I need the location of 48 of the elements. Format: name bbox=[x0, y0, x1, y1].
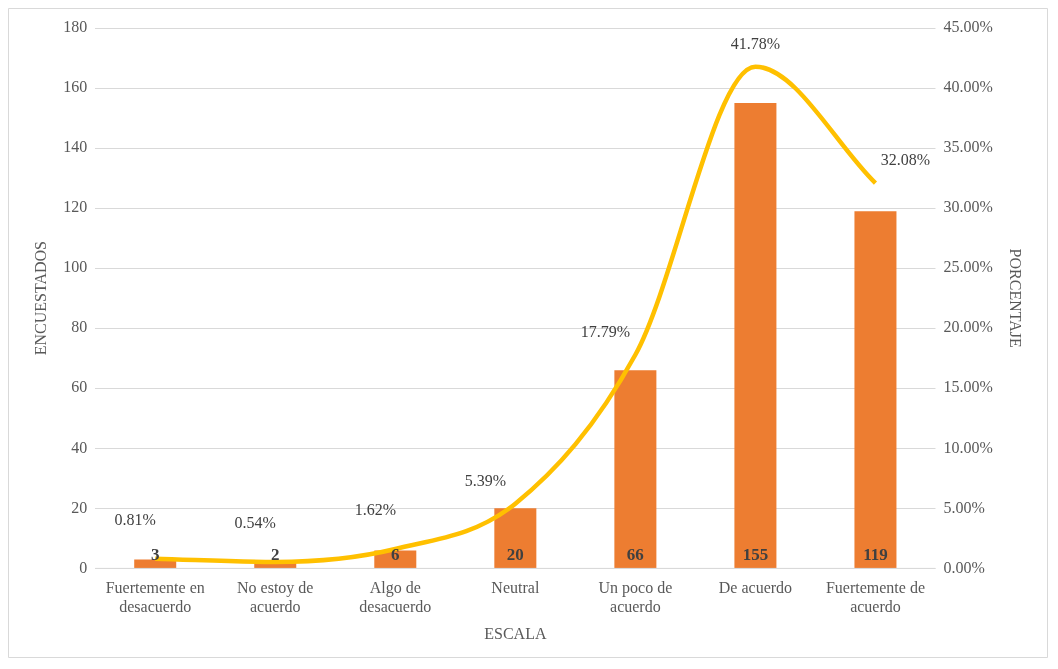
data-label: 3 bbox=[150, 544, 160, 564]
x-tick-label: No estoy de acuerdo bbox=[237, 579, 314, 616]
data-label: 6 bbox=[391, 544, 400, 564]
y-tick-label: 0 bbox=[79, 558, 88, 576]
data-label: 20 bbox=[506, 544, 524, 564]
x-tick-label: Neutral bbox=[491, 579, 540, 597]
y-tick-label: 80 bbox=[71, 318, 88, 336]
x-tick-label: Fuertemente de acuerdo bbox=[825, 579, 925, 616]
y2-tick-label: 10.00% bbox=[943, 438, 993, 456]
x-tick-label: Algo de desacuerdo bbox=[359, 579, 432, 616]
y2-axis-title: PORCENTAJE bbox=[1007, 248, 1025, 348]
bar bbox=[494, 508, 537, 568]
bar bbox=[614, 370, 657, 568]
y2-tick-label: 25.00% bbox=[943, 258, 993, 276]
data-label: 0.54% bbox=[234, 514, 276, 532]
data-label: 41.78% bbox=[730, 34, 781, 52]
y-axis-title: ENCUESTADOS bbox=[31, 241, 49, 356]
bar bbox=[854, 211, 897, 568]
x-tick-label: Fuertemente en desacuerdo bbox=[105, 579, 205, 616]
y-tick-label: 40 bbox=[71, 438, 88, 456]
y-tick-label: 20 bbox=[71, 498, 88, 516]
x-tick-label: Un poco de acuerdo bbox=[598, 579, 673, 616]
y-tick-label: 140 bbox=[63, 138, 88, 156]
y2-tick-label: 0.00% bbox=[943, 558, 985, 576]
y-tick-label: 100 bbox=[63, 258, 88, 276]
y-tick-label: 180 bbox=[63, 18, 88, 36]
x-axis-title: ESCALA bbox=[484, 624, 547, 642]
y2-tick-label: 20.00% bbox=[943, 318, 993, 336]
data-label: 2 bbox=[271, 544, 280, 564]
y2-tick-label: 35.00% bbox=[943, 138, 993, 156]
data-label: 155 bbox=[742, 544, 769, 564]
y2-tick-label: 30.00% bbox=[943, 198, 993, 216]
y2-tick-label: 15.00% bbox=[943, 378, 993, 396]
data-label: 5.39% bbox=[464, 471, 506, 489]
y-tick-label: 60 bbox=[71, 378, 88, 396]
y2-tick-label: 5.00% bbox=[943, 498, 985, 516]
data-label: 0.81% bbox=[114, 510, 156, 528]
y-tick-label: 160 bbox=[63, 78, 88, 96]
data-label: 66 bbox=[626, 544, 644, 564]
data-label: 1.62% bbox=[354, 501, 396, 519]
bar bbox=[734, 103, 777, 568]
y2-tick-label: 40.00% bbox=[943, 78, 993, 96]
y2-tick-label: 45.00% bbox=[943, 18, 993, 36]
x-tick-label: De acuerdo bbox=[718, 579, 793, 597]
data-label: 119 bbox=[863, 544, 888, 564]
y-tick-label: 120 bbox=[63, 198, 88, 216]
data-label: 17.79% bbox=[580, 322, 631, 340]
data-label: 32.08% bbox=[880, 151, 931, 169]
